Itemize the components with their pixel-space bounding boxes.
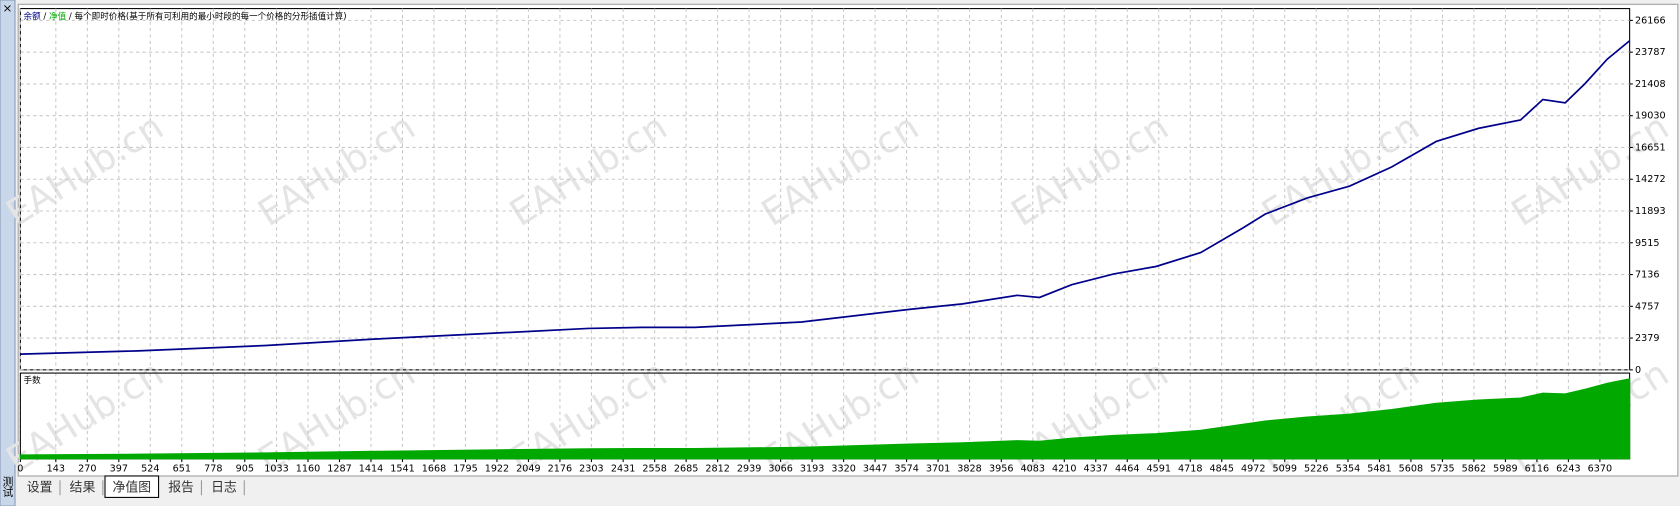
x-tick-label: 2812 <box>705 463 729 474</box>
x-tick-label: 905 <box>236 463 254 474</box>
x-tick-label: 0 <box>17 463 23 474</box>
x-tick-label: 5862 <box>1462 463 1486 474</box>
x-tick-label: 397 <box>110 463 128 474</box>
x-tick-label: 3447 <box>863 463 887 474</box>
x-tick-label: 524 <box>141 463 159 474</box>
x-tick-label: 1795 <box>453 463 477 474</box>
x-tick-label: 1160 <box>296 463 320 474</box>
legend-balance: 余额 <box>24 10 42 22</box>
y-tick-label: 21408 <box>1635 79 1666 90</box>
tab[interactable]: 净值图 <box>104 475 160 498</box>
x-tick-label: 4464 <box>1115 463 1139 474</box>
legend-separator: / <box>43 12 46 22</box>
tab[interactable]: 日志 <box>203 478 245 497</box>
y-tick-label: 11893 <box>1635 206 1666 217</box>
x-tick-label: 2939 <box>737 463 761 474</box>
tab-background <box>62 478 103 497</box>
x-tick-label: 5354 <box>1336 463 1360 474</box>
tab-background <box>19 478 61 497</box>
x-tick-label: 270 <box>78 463 96 474</box>
volume-area <box>19 378 1631 460</box>
balance-line <box>20 40 1631 355</box>
x-tick-label: 2049 <box>516 463 540 474</box>
y-tick-label: 9515 <box>1635 238 1659 249</box>
x-tick-label: 4337 <box>1084 463 1108 474</box>
x-tick-label: 6116 <box>1525 463 1549 474</box>
tab[interactable]: 设置 <box>19 478 61 497</box>
legend: 余额 / 净值 / 每个即时价格(基于所有可利用的最小时段的每一个价格的分形插值… <box>24 10 347 22</box>
x-tick-label: 1287 <box>327 463 351 474</box>
legend-equity: 净值 <box>49 10 67 22</box>
volume-title: 手数 <box>24 374 42 386</box>
y-tick-label: 26166 <box>1635 15 1666 26</box>
tab-label[interactable]: 结果 <box>70 480 96 495</box>
tab-label[interactable]: 净值图 <box>113 479 152 495</box>
x-tick-label: 2685 <box>674 463 698 474</box>
y-tick-label: 14272 <box>1635 174 1666 185</box>
tab[interactable]: 结果 <box>62 478 104 497</box>
x-tick-label: 5481 <box>1367 463 1391 474</box>
x-tick-label: 2303 <box>579 463 603 474</box>
x-tick-label: 3574 <box>894 463 918 474</box>
x-tick-label: 2431 <box>611 463 635 474</box>
x-tick-label: 5608 <box>1399 463 1423 474</box>
y-tick-label: 7136 <box>1635 270 1659 281</box>
x-tick-label: 778 <box>204 463 222 474</box>
legend-mode: 每个即时价格(基于所有可利用的最小时段的每一个价格的分形插值计算) <box>75 10 347 22</box>
x-tick-label: 4972 <box>1241 463 1265 474</box>
y-tick-label: 4757 <box>1635 301 1659 312</box>
x-tick-label: 2558 <box>642 463 666 474</box>
x-tick-label: 5735 <box>1430 463 1454 474</box>
x-tick-label: 4718 <box>1178 463 1202 474</box>
side-label: 测试 <box>2 475 15 497</box>
x-tick-label: 3701 <box>926 463 950 474</box>
tab-label[interactable]: 设置 <box>27 480 53 495</box>
x-tick-label: 1414 <box>359 463 383 474</box>
x-tick-label: 3828 <box>957 463 981 474</box>
x-tick-label: 4210 <box>1052 463 1076 474</box>
x-tick-label: 4083 <box>1021 463 1045 474</box>
x-tick-label: 1541 <box>390 463 414 474</box>
close-button[interactable]: × <box>3 1 13 15</box>
tab-bar: 设置 结果 净值图 报告 日志 <box>19 475 245 498</box>
tab-label[interactable]: 报告 <box>168 480 194 495</box>
x-tick-label: 3320 <box>831 463 855 474</box>
x-tick-label: 1668 <box>422 463 446 474</box>
tab[interactable]: 报告 <box>160 478 202 497</box>
y-tick-label: 16651 <box>1635 142 1666 153</box>
x-tick-label: 3956 <box>989 463 1013 474</box>
side-strip <box>0 0 16 506</box>
y-tick-label: 23787 <box>1635 47 1666 58</box>
x-tick-label: 5099 <box>1272 463 1296 474</box>
y-tick-label: 0 <box>1635 365 1641 376</box>
x-tick-label: 6243 <box>1556 463 1580 474</box>
legend-separator: / <box>69 12 72 22</box>
tab-label[interactable]: 日志 <box>211 480 237 495</box>
x-tick-label: 651 <box>173 463 191 474</box>
tab-background <box>160 478 202 497</box>
x-tick-label: 4845 <box>1209 463 1233 474</box>
y-tick-label: 19030 <box>1635 111 1666 122</box>
x-tick-label: 4591 <box>1147 463 1171 474</box>
tab-background <box>203 478 245 497</box>
x-tick-label: 2176 <box>548 463 572 474</box>
tab-background <box>104 475 160 498</box>
x-tick-label: 1033 <box>264 463 288 474</box>
y-tick-label: 2379 <box>1635 333 1659 344</box>
x-tick-label: 1922 <box>485 463 509 474</box>
x-tick-label: 3193 <box>800 463 824 474</box>
x-tick-label: 143 <box>47 463 65 474</box>
x-tick-label: 3066 <box>768 463 792 474</box>
x-tick-label: 5989 <box>1493 463 1517 474</box>
x-tick-label: 6370 <box>1588 463 1612 474</box>
chart-area <box>17 3 1679 477</box>
x-tick-label: 5226 <box>1304 463 1328 474</box>
plots: 0 2379 4757 7136 9515 11893 14272 16651 19030 214… <box>17 8 1666 474</box>
